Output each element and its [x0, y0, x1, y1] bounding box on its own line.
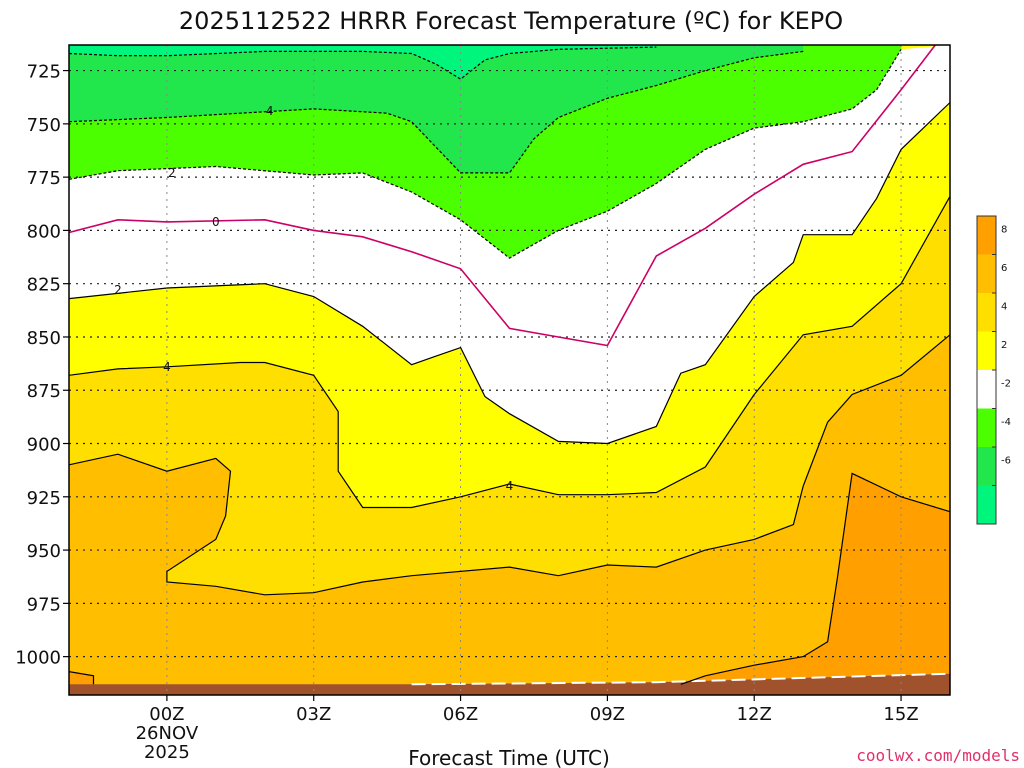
- contour-label: 4: [266, 104, 274, 118]
- y-tick-label: 725: [27, 62, 61, 83]
- colorbar-tick-label: -6: [1001, 456, 1011, 467]
- colorbar-tick-label: 2: [1001, 340, 1007, 351]
- contour-line: [68, 196, 951, 509]
- contour-line: [68, 46, 657, 80]
- contour-line: [68, 50, 804, 174]
- colorbar-tick-label: 6: [1001, 263, 1007, 274]
- contour-lines: [68, 44, 951, 685]
- x-axis-label: Forecast Time (UTC): [408, 746, 610, 768]
- contour-line: [68, 48, 902, 259]
- x-tick-label: 12Z: [737, 704, 772, 725]
- contour-labels: 4 2 0 2 4 4: [114, 104, 513, 493]
- colorbar-segment: [977, 331, 996, 370]
- y-tick-label: 800: [27, 221, 61, 242]
- colorbar-segment: [977, 293, 996, 332]
- colorbar-segment: [977, 408, 996, 447]
- plot-frame: [68, 44, 951, 696]
- colorbar-tick-label: -4: [1001, 417, 1011, 428]
- colorbar-segment: [977, 370, 996, 409]
- credit-text: coolwx.com/models: [856, 746, 1020, 765]
- x-tick-label: 06Z: [443, 704, 478, 725]
- temperature-fills: [69, 45, 951, 696]
- colorbar-segment: [977, 447, 996, 486]
- contour-label: 2: [168, 166, 176, 180]
- colorbar-tick-label: 4: [1001, 302, 1007, 313]
- y-tick-label: 900: [27, 435, 61, 456]
- contour-label: 4: [506, 479, 514, 493]
- y-axis: 725 750 775 800 825 850 875 900 925 950 975 1000: [15, 62, 69, 669]
- y-tick-label: 925: [27, 488, 61, 509]
- x-tick-label: 15Z: [883, 704, 918, 725]
- y-tick-label: 825: [27, 275, 61, 296]
- chart-title: 2025112522 HRRR Forecast Temperature (ºC…: [179, 7, 843, 35]
- y-tick-label: 975: [27, 594, 61, 615]
- contour-line: [68, 334, 951, 596]
- x-tick-year: 2025: [144, 742, 190, 763]
- colorbar-segment: [977, 216, 996, 255]
- x-tick-label: 03Z: [296, 704, 331, 725]
- contour-line: [680, 472, 951, 685]
- x-tick-label: 00Z: [149, 704, 184, 725]
- contour-label: 4: [163, 360, 171, 374]
- y-tick-label: 850: [27, 328, 61, 349]
- y-tick-label: 1000: [15, 648, 61, 669]
- colorbar: 8 6 4 2 -2 -4 -6: [976, 215, 1011, 525]
- y-tick-label: 875: [27, 381, 61, 402]
- contour-line: [68, 671, 95, 685]
- fill-minus6-to-minus4: [69, 45, 804, 173]
- ground-edge: [411, 672, 951, 686]
- contour-line: [68, 102, 951, 445]
- ground-fill: [69, 673, 950, 695]
- colorbar-segment: [977, 254, 996, 293]
- y-tick-label: 775: [27, 168, 61, 189]
- fill-6-to-8: [69, 334, 950, 695]
- x-tick-date: 26NOV: [136, 723, 199, 744]
- plot-area: 4 2 0 2 4 4: [68, 44, 951, 696]
- fill-minus2-to-2: [69, 45, 950, 444]
- contour-label: 2: [114, 283, 122, 297]
- contour-line: [68, 44, 936, 347]
- fill-8-to-10: [680, 473, 950, 695]
- y-tick-label: 950: [27, 541, 61, 562]
- colorbar-tick-label: 8: [1001, 225, 1007, 236]
- contour-label: 0: [212, 215, 220, 229]
- x-tick-label: 09Z: [590, 704, 625, 725]
- colorbar-tick-label: -2: [1001, 379, 1011, 390]
- colorbar-segment: [977, 485, 996, 524]
- y-tick-label: 750: [27, 115, 61, 136]
